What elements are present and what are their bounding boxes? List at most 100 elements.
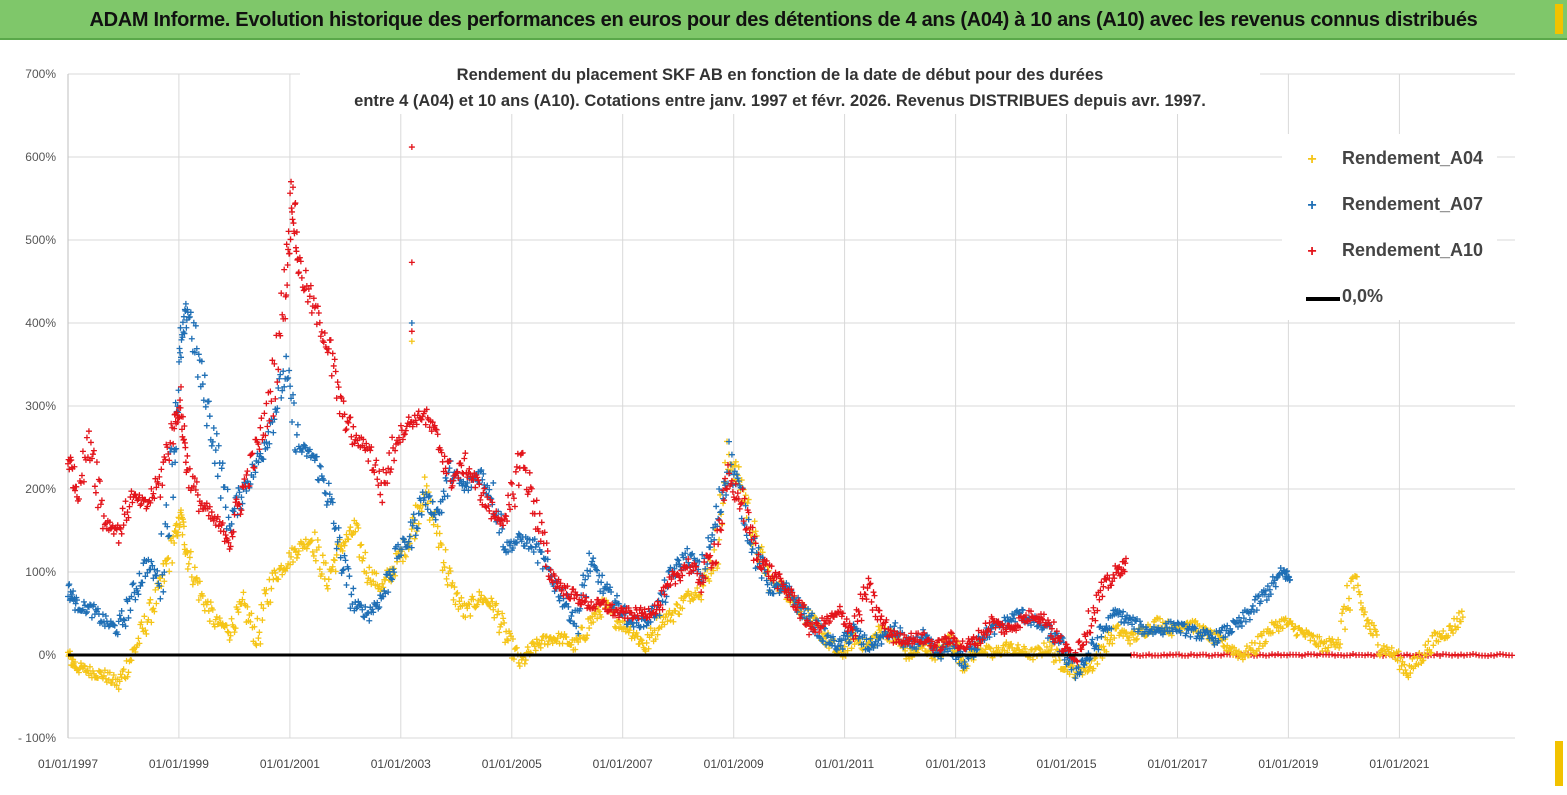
scatter-point-a07 [276, 375, 283, 382]
scatter-point-a10 [110, 530, 117, 537]
scatter-point-a10 [286, 250, 293, 257]
scatter-point-a07 [198, 358, 205, 365]
scatter-point-a04 [354, 521, 361, 528]
scatter-point-a10 [726, 470, 732, 477]
scatter-point-a07 [72, 600, 79, 607]
scatter-point-a07 [523, 540, 530, 547]
scatter-point-a04 [652, 636, 659, 643]
scatter-point-a10 [285, 246, 292, 253]
scatter-point-a10 [205, 512, 212, 519]
scatter-point-a07 [290, 400, 297, 407]
scatter-point-a04 [634, 633, 641, 640]
scatter-point-a04 [1022, 645, 1028, 652]
scatter-point-a07 [404, 543, 411, 550]
scatter-point-a10 [180, 436, 187, 443]
scatter-point-a10 [351, 440, 358, 447]
scatter-point-a10 [813, 619, 820, 626]
scatter-point-a10 [725, 461, 732, 468]
line-marker-icon [1306, 297, 1340, 301]
scatter-point-a07 [264, 444, 271, 451]
scatter-point-a07 [280, 368, 287, 375]
scatter-point-a04 [1262, 638, 1269, 645]
scatter-point-a10 [862, 591, 869, 598]
scatter-point-a07 [331, 525, 338, 532]
scatter-point-a10 [289, 216, 296, 223]
scatter-point-a07 [584, 567, 591, 574]
scatter-point-a07 [735, 478, 742, 485]
scatter-point-a10 [634, 612, 641, 619]
scatter-point-a10 [544, 548, 551, 555]
scatter-point-a07 [702, 565, 709, 572]
scatter-point-a10 [952, 641, 959, 648]
scatter-point-a04 [1221, 643, 1228, 650]
scatter-point-a04 [1388, 644, 1395, 651]
scatter-point-a07 [281, 383, 288, 390]
scatter-point-a10 [791, 592, 798, 599]
scatter-point-a04 [647, 625, 654, 632]
scatter-point-a07 [116, 612, 123, 619]
scatter-point-a10 [415, 408, 422, 415]
scatter-point-a04 [1347, 578, 1354, 585]
scatter-point-a04 [714, 565, 721, 572]
scatter-point-a07 [90, 601, 97, 608]
scatter-point-a10 [722, 475, 729, 482]
scatter-point-a10 [677, 577, 684, 584]
scatter-point-a07 [153, 572, 160, 579]
scatter-point-a04 [150, 605, 157, 612]
scatter-point-a07 [575, 630, 582, 637]
scatter-point-a07 [287, 383, 294, 390]
scatter-point-a10 [371, 469, 378, 476]
scatter-point-a10 [150, 490, 157, 497]
scatter-point-a10 [1362, 652, 1369, 659]
scatter-point-a07 [243, 488, 250, 495]
scatter-point-a04 [568, 641, 575, 648]
scatter-point-a04 [960, 658, 967, 665]
scatter-point-a07 [573, 623, 580, 630]
scatter-point-a10 [739, 486, 746, 493]
scatter-point-a04 [1357, 599, 1364, 606]
scatter-point-a04 [458, 594, 465, 601]
scatter-point-a07 [431, 511, 438, 518]
scatter-point-a07 [667, 564, 674, 571]
y-tick-label: 200% [25, 482, 56, 496]
scatter-point-a10 [454, 468, 461, 475]
scatter-point-a10 [387, 469, 394, 476]
scatter-point-a04 [259, 617, 266, 624]
scatter-point-a10 [186, 465, 193, 472]
scatter-point-a10 [1048, 625, 1055, 632]
scatter-point-a10 [1102, 575, 1109, 582]
scatter-point-a07 [860, 640, 867, 647]
scatter-point-a07 [195, 351, 202, 358]
scatter-point-a10 [472, 484, 479, 491]
scatter-point-a07 [118, 607, 125, 614]
scatter-point-a10 [300, 287, 307, 294]
scatter-point-a04 [450, 596, 457, 603]
scatter-point-a04 [135, 635, 142, 642]
scatter-point-a10 [112, 525, 119, 532]
scatter-point-a10 [1003, 628, 1010, 635]
scatter-point-a10 [477, 496, 484, 503]
scatter-point-a10 [287, 190, 294, 197]
scatter-point-a10 [84, 454, 91, 461]
scatter-point-a07 [439, 496, 446, 503]
scatter-point-a04 [466, 601, 473, 608]
scatter-point-a10 [1051, 639, 1058, 646]
scatter-point-a04 [227, 632, 234, 639]
scatter-point-a10 [836, 603, 843, 610]
scatter-point-a10 [1074, 658, 1081, 665]
scatter-point-a04 [563, 634, 570, 641]
scatter-point-a07 [636, 624, 643, 631]
scatter-point-a07 [509, 545, 516, 552]
scatter-point-a04 [352, 528, 359, 535]
scatter-point-a10 [237, 511, 244, 518]
scatter-point-a10 [635, 615, 642, 622]
scatter-point-a04 [117, 671, 124, 678]
scatter-point-a07 [580, 572, 587, 579]
scatter-point-a10 [135, 496, 142, 503]
scatter-point-a07 [323, 502, 330, 509]
scatter-point-a04 [345, 536, 352, 543]
scatter-point-a04 [195, 596, 202, 603]
scatter-point-a07 [763, 577, 770, 584]
scatter-point-a04 [1066, 671, 1073, 678]
scatter-point-a10 [1209, 652, 1216, 659]
